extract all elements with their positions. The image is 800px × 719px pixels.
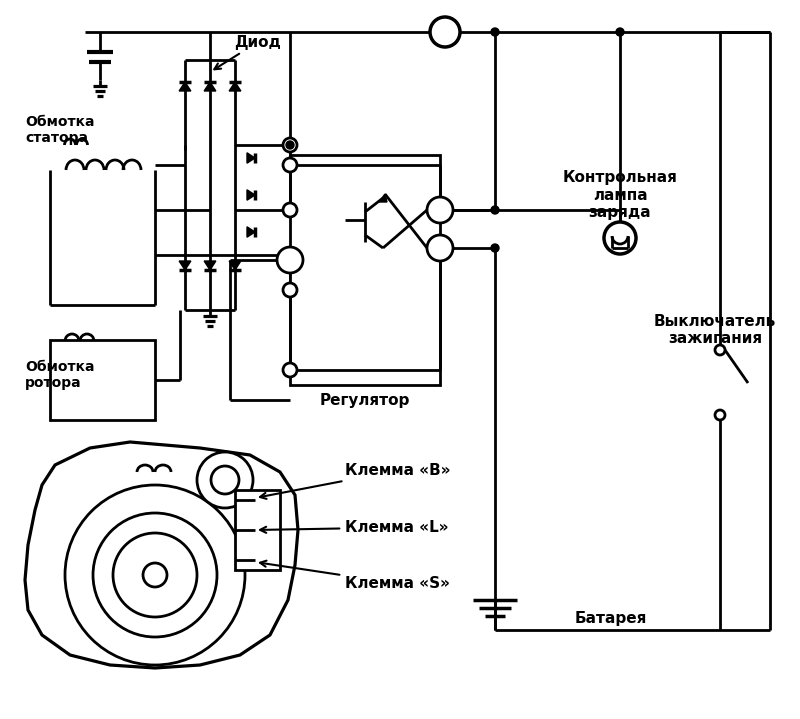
Circle shape <box>143 563 167 587</box>
Text: E: E <box>286 254 294 267</box>
Polygon shape <box>229 261 241 270</box>
Circle shape <box>491 206 499 214</box>
Circle shape <box>283 283 297 297</box>
Text: Регулятор: Регулятор <box>320 393 410 408</box>
Circle shape <box>491 244 499 252</box>
Polygon shape <box>247 153 255 163</box>
Text: Обмотка
ротора: Обмотка ротора <box>25 360 94 390</box>
Circle shape <box>604 222 636 254</box>
Circle shape <box>283 138 297 152</box>
Circle shape <box>491 28 499 36</box>
Circle shape <box>93 513 217 637</box>
Circle shape <box>283 363 297 377</box>
Bar <box>290 155 440 385</box>
Polygon shape <box>25 442 298 668</box>
Text: Клемма «S»: Клемма «S» <box>260 561 450 591</box>
Text: Выключатель
зажигания: Выключатель зажигания <box>654 313 776 347</box>
Circle shape <box>65 485 245 665</box>
Polygon shape <box>179 82 191 91</box>
Polygon shape <box>247 190 255 200</box>
Circle shape <box>211 466 239 494</box>
Polygon shape <box>204 261 216 270</box>
Circle shape <box>113 533 197 617</box>
Circle shape <box>286 141 294 149</box>
Text: L: L <box>436 203 444 216</box>
Polygon shape <box>204 82 216 91</box>
Circle shape <box>616 28 624 36</box>
Circle shape <box>427 197 453 223</box>
Text: B: B <box>440 25 450 39</box>
Polygon shape <box>379 194 387 202</box>
Circle shape <box>427 235 453 261</box>
Circle shape <box>715 345 725 355</box>
Circle shape <box>283 203 297 217</box>
Bar <box>50 340 155 420</box>
Circle shape <box>197 452 253 508</box>
Text: Клемма «L»: Клемма «L» <box>260 520 449 535</box>
Circle shape <box>715 410 725 420</box>
Text: Контрольная
лампа
заряда: Контрольная лампа заряда <box>562 170 678 220</box>
Circle shape <box>277 247 303 273</box>
Text: Диод: Диод <box>214 35 282 69</box>
Bar <box>235 490 280 570</box>
Polygon shape <box>229 82 241 91</box>
Polygon shape <box>247 226 255 237</box>
Text: Батарея: Батарея <box>575 610 647 626</box>
Polygon shape <box>179 261 191 270</box>
Circle shape <box>283 158 297 172</box>
Circle shape <box>430 17 460 47</box>
Text: Клемма «B»: Клемма «B» <box>260 463 450 499</box>
Text: S: S <box>435 242 445 255</box>
Text: Обмотка
статора: Обмотка статора <box>25 115 94 145</box>
